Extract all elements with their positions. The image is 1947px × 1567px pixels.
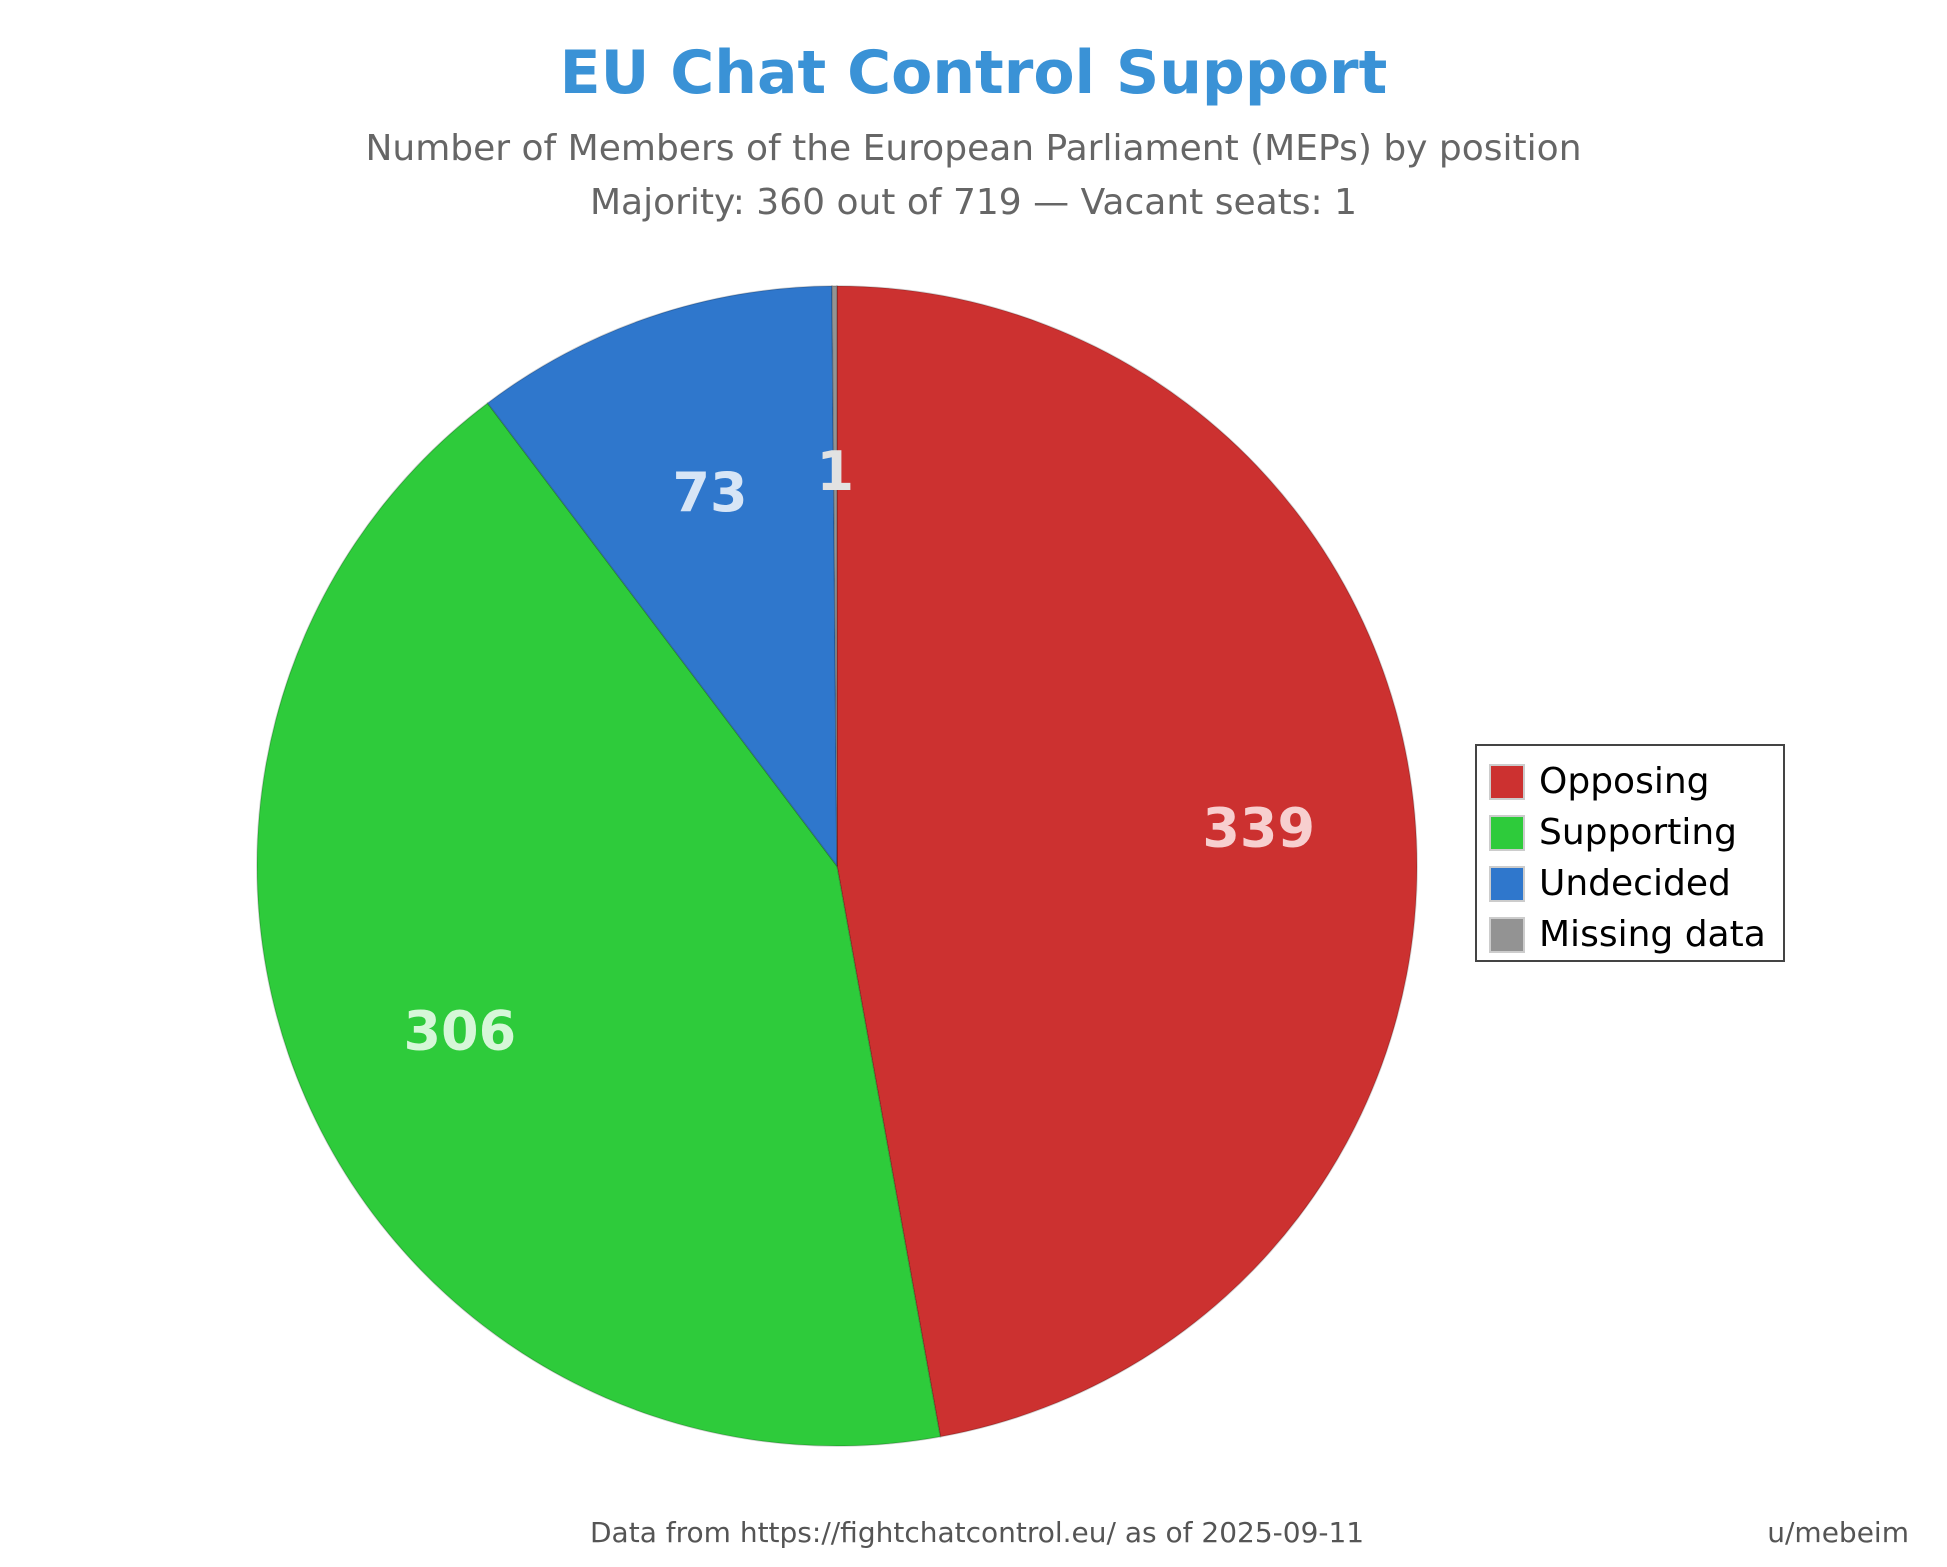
legend-item-missing-data: Missing data: [1489, 909, 1771, 960]
legend-swatch-opposing: [1489, 763, 1525, 800]
legend-item-undecided: Undecided: [1489, 858, 1771, 909]
legend-swatch-supporting: [1489, 814, 1525, 851]
slice-value-label-supporting: 306: [403, 1000, 516, 1063]
author-credit: u/mebeim: [1767, 1516, 1909, 1549]
slice-value-label-undecided: 73: [672, 461, 747, 524]
slice-value-label-missing-data: 1: [816, 440, 854, 503]
legend-label: Undecided: [1539, 863, 1731, 904]
pie-slices: [256, 285, 1418, 1447]
slice-value-label-opposing: 339: [1202, 797, 1315, 860]
legend-swatch-missing-data: [1489, 916, 1525, 953]
chart-legend: Opposing Supporting Undecided Missing da…: [1475, 744, 1785, 962]
pie-slice-supporting: [256, 402, 942, 1447]
legend-label: Supporting: [1539, 812, 1737, 853]
chart-subtitle-line-1: Number of Members of the European Parlia…: [365, 128, 1582, 169]
chart-subtitle-line-2: Majority: 360 out of 719 — Vacant seats:…: [589, 182, 1358, 223]
legend-label: Opposing: [1539, 761, 1710, 802]
pie-slice-undecided: [486, 285, 838, 869]
legend-item-opposing: Opposing: [1489, 756, 1771, 807]
legend-label: Missing data: [1539, 914, 1766, 955]
pie-slice-opposing: [836, 285, 1418, 1438]
legend-item-supporting: Supporting: [1489, 807, 1771, 858]
pie-slice-labels: 339 306 73 1: [403, 440, 1315, 1063]
legend-swatch-undecided: [1489, 865, 1525, 902]
pie-slice-missing-data: [831, 285, 838, 867]
chart-title: EU Chat Control Support: [559, 38, 1388, 108]
source-note: Data from https://fightchatcontrol.eu/ a…: [590, 1516, 1365, 1549]
